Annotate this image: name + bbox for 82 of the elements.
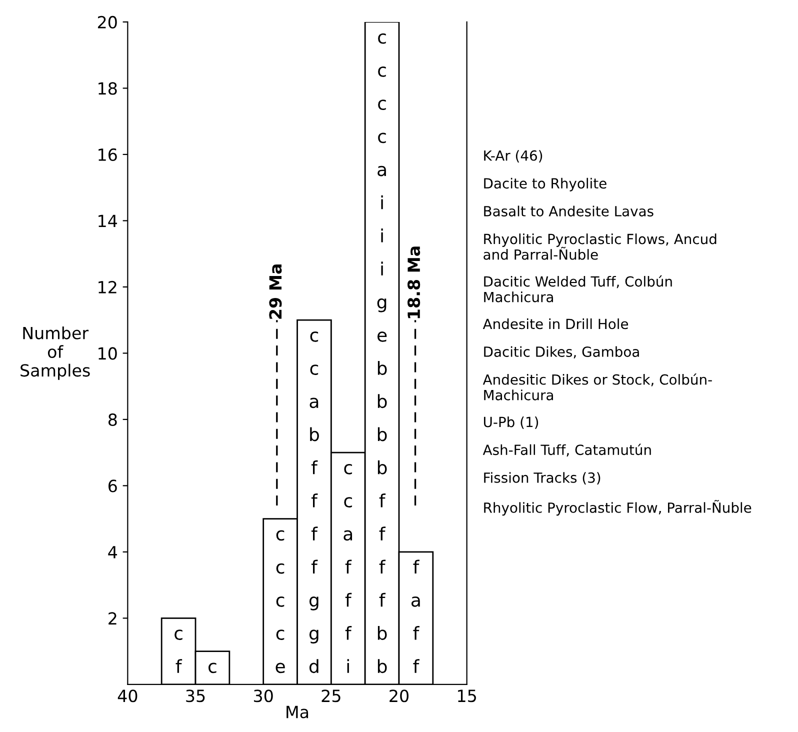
annotation: c [174,630,182,640]
annotation: b [378,659,387,674]
annotation: g [309,630,318,644]
annotation: i [347,659,349,673]
annotation: f [345,626,352,640]
annotation: a [310,398,318,408]
text: Dacite to Rhyolite [484,178,606,192]
annotation: f [379,560,386,574]
annotation: a [378,166,386,176]
text: Ash-Fall Tuff, Catamutún [482,444,651,456]
annotation: i [381,262,383,276]
y-tick-label: 4 [108,546,118,558]
annotation: d [309,659,318,674]
x-tick-label: 40 [118,690,138,702]
annotation: c [310,364,318,375]
annotation: a [412,596,420,607]
annotation: f [311,460,318,474]
ref-line-label: 18.8 Ma [408,246,420,318]
annotation: f [311,494,318,508]
annotation: c [378,132,386,144]
x-tick-label: 25 [322,690,340,702]
text: Andesitic Dikes or Stock, Colbún- Machicura [482,373,712,400]
text: K-Ar (46) [484,150,542,162]
annotation: f [413,560,420,574]
y-tick-label: 20 [98,16,117,29]
text: Rhyolitic Pyroclastic Flow, Parral-Ñuble [484,500,752,516]
x-tick-label: 20 [390,690,408,702]
annotation: f [379,494,386,508]
y-axis-title: Number of Samples [20,326,90,380]
annotation: e [276,662,285,674]
annotation: f [413,659,420,673]
annotation: a [344,530,352,541]
annotation: c [276,530,284,541]
annotation: b [378,460,387,474]
annotation: f [345,592,352,607]
annotation: f [379,592,386,607]
annotation: c [378,100,386,110]
text: Fission Tracks (3) [484,472,600,485]
annotation: g [309,596,318,610]
annotation: b [378,394,387,408]
x-tick-label: 35 [186,690,205,702]
annotation: b [378,361,387,375]
text: Rhyolitic Pyroclastic Flows, Ancud and Parral-Ñuble [484,234,716,260]
x-tick-label: 15 [458,690,476,702]
annotation: c [276,630,284,640]
annotation: f [311,560,318,574]
y-tick-label: 16 [98,148,117,162]
x-axis-title: Ma [286,706,308,718]
annotation: f [345,560,352,574]
annotation: e [377,332,387,342]
text: Andesite in Drill Hole [482,318,628,330]
annotation: f [413,626,420,640]
text: U-Pb (1) [484,416,538,429]
annotation: b [378,427,387,442]
annotation: c [310,332,318,342]
y-tick-label: 6 [108,480,117,492]
annotation: i [381,195,383,210]
y-tick-label: 14 [98,214,118,228]
annotation: c [378,66,386,77]
annotation: b [378,626,387,640]
annotation: f [176,659,182,673]
annotation: i [381,228,383,242]
text: Dacitic Dikes, Gamboa [484,346,639,358]
y-tick-label: 8 [108,413,117,426]
annotation: g [377,298,386,312]
annotation: b [310,427,319,442]
annotation: c [378,33,386,44]
annotation: c [344,497,352,508]
y-tick-label: 10 [98,347,117,360]
annotation: f [379,526,386,540]
annotation: c [276,596,284,607]
y-tick-label: 12 [98,280,116,294]
text: Dacitic Welded Tuff, Colbún Machicura [484,275,672,302]
y-tick-label: 2 [108,612,116,625]
text: Basalt to Andesite Lavas [484,206,654,216]
x-tick-label: 30 [254,690,273,702]
annotation: f [311,526,318,540]
annotation: c [208,662,216,674]
annotation: c [344,464,352,474]
y-tick-label: 18 [98,82,117,95]
annotation: c [276,563,284,574]
ref-line-label: 29 Ma [269,264,282,319]
